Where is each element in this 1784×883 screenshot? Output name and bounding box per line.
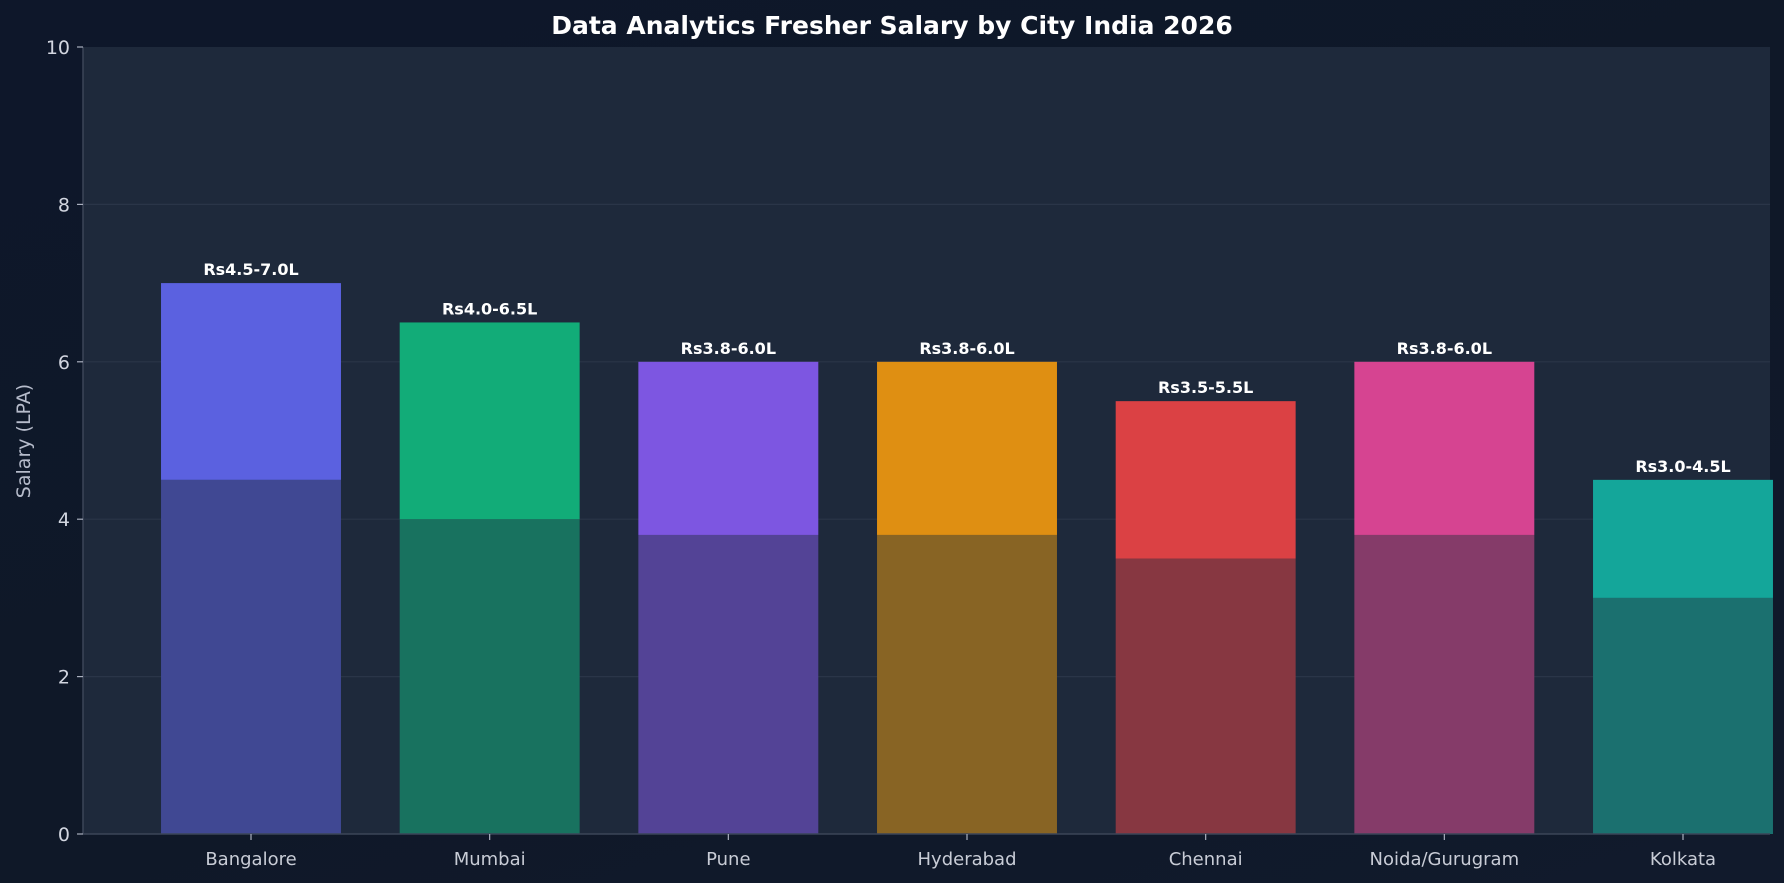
x-tick-label-4: Chennai	[1169, 849, 1243, 870]
y-tick-label-3: 6	[58, 352, 70, 374]
bars	[161, 283, 1773, 834]
y-tick-label-2: 4	[58, 509, 70, 531]
bar-min-3	[877, 534, 1057, 834]
bar-max-1	[399, 322, 580, 520]
bar-value-labels: Rs4.5-7.0L Rs4.0-6.5L Rs3.8-6.0L Rs3.8-6.0L…	[203, 260, 1730, 476]
bar-max-4	[1115, 401, 1296, 559]
x-tick-label-1: Mumbai	[454, 849, 526, 870]
y-tick-label-5: 10	[46, 37, 70, 59]
axes: 0 2 4 6 8 10 Bangalore Mumbai Pune Hyderabad Chenn…	[46, 37, 1770, 870]
bar-max-3	[877, 361, 1057, 535]
bar-max-2	[638, 361, 819, 535]
y-tick-label-0: 0	[58, 824, 70, 846]
bar-max-6	[1593, 479, 1773, 598]
bar-label-3: Rs3.8-6.0L	[919, 339, 1014, 358]
x-tick-label-2: Pune	[706, 849, 750, 870]
bar-label-1: Rs4.0-6.5L	[442, 299, 537, 318]
bar-min-0	[161, 479, 341, 834]
bar-min-5	[1354, 534, 1535, 834]
bar-label-6: Rs3.0-4.5L	[1635, 457, 1730, 476]
x-tick-label-0: Bangalore	[205, 849, 296, 870]
y-tick-label-4: 8	[58, 194, 70, 216]
y-axis-label: Salary (LPA)	[13, 384, 35, 498]
bar-label-5: Rs3.8-6.0L	[1397, 339, 1492, 358]
x-tick-label-5: Noida/Gurugram	[1370, 849, 1520, 870]
bar-max-5	[1354, 361, 1535, 535]
bar-label-0: Rs4.5-7.0L	[203, 260, 298, 279]
bar-max-0	[161, 283, 341, 480]
bar-min-4	[1115, 558, 1296, 834]
bar-min-2	[638, 534, 819, 834]
bar-min-1	[399, 519, 580, 834]
x-tick-label-6: Kolkata	[1650, 849, 1716, 870]
bar-label-2: Rs3.8-6.0L	[681, 339, 776, 358]
bar-min-6	[1593, 597, 1773, 834]
y-tick-label-1: 2	[58, 667, 70, 689]
x-tick-label-3: Hyderabad	[918, 849, 1017, 870]
bar-label-4: Rs3.5-5.5L	[1158, 378, 1253, 397]
chart-title: Data Analytics Fresher Salary by City In…	[551, 11, 1233, 40]
